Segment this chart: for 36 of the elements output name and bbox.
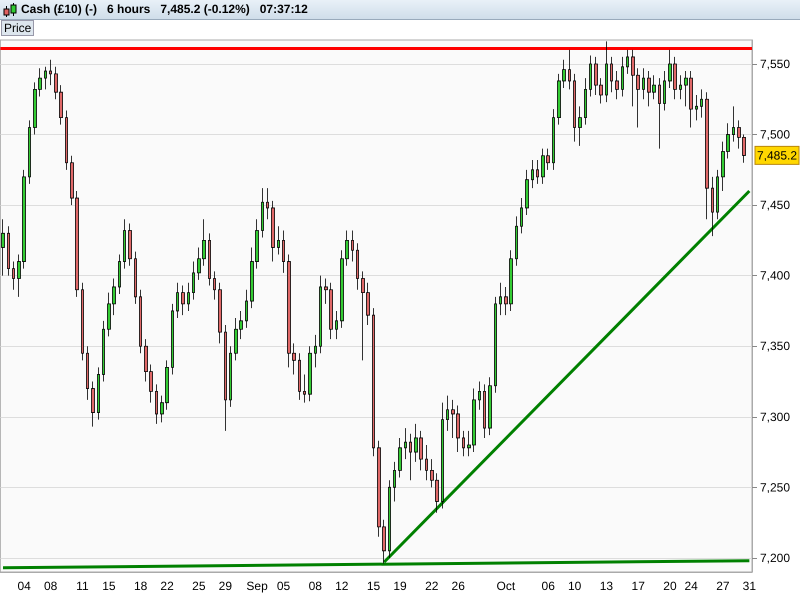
x-tick-label: 13: [600, 579, 614, 593]
x-tick-label: 08: [308, 579, 322, 593]
x-tick-label: 22: [425, 579, 439, 593]
text: Price: [1, 20, 34, 36]
x-tick-label: 26: [452, 579, 466, 593]
x-tick-label: 29: [218, 579, 232, 593]
x-tick-label: 11: [76, 579, 89, 593]
y-tick-label: 7,300: [760, 410, 790, 424]
x-tick-label: 06: [542, 579, 556, 593]
x-tick-label: 17: [632, 579, 646, 593]
y-tick-label: 7,200: [760, 550, 790, 565]
x-tick-label: 31: [742, 579, 756, 593]
y-tick-label: 7,550: [760, 56, 790, 71]
y-tick-label: 7,250: [760, 480, 790, 494]
x-tick-label: 20: [663, 579, 677, 593]
x-tick-label: 12: [335, 579, 349, 593]
x-tick-label: 04: [17, 579, 32, 593]
x-tick-label: Oct: [496, 579, 516, 593]
x-tick-label: 05: [276, 579, 291, 593]
x-tick-label: 19: [393, 579, 407, 593]
y-tick-label: 7,400: [760, 268, 790, 283]
x-tick-label: 15: [102, 579, 116, 593]
x-tick-label: 18: [134, 579, 148, 593]
x-tick-label: Sep: [246, 579, 268, 593]
x-tick-label: 10: [568, 579, 582, 593]
x-tick-label: 08: [44, 579, 58, 593]
chart-title: Cash (£10) (-) 6 hours 7,485.2 (-0.12%) 07:37:12: [21, 2, 308, 16]
x-tick-label: 25: [192, 579, 206, 593]
annotation: 7,485.2: [757, 148, 798, 162]
x-tick-label: 27: [716, 579, 730, 593]
y-tick-label: 7,450: [760, 198, 790, 212]
y-tick-label: 7,500: [760, 128, 790, 142]
y-tick-label: 7,350: [760, 339, 790, 354]
x-tick-label: 22: [160, 579, 174, 593]
x-tick-label: 15: [366, 579, 381, 593]
x-tick-label: 24: [684, 579, 698, 593]
